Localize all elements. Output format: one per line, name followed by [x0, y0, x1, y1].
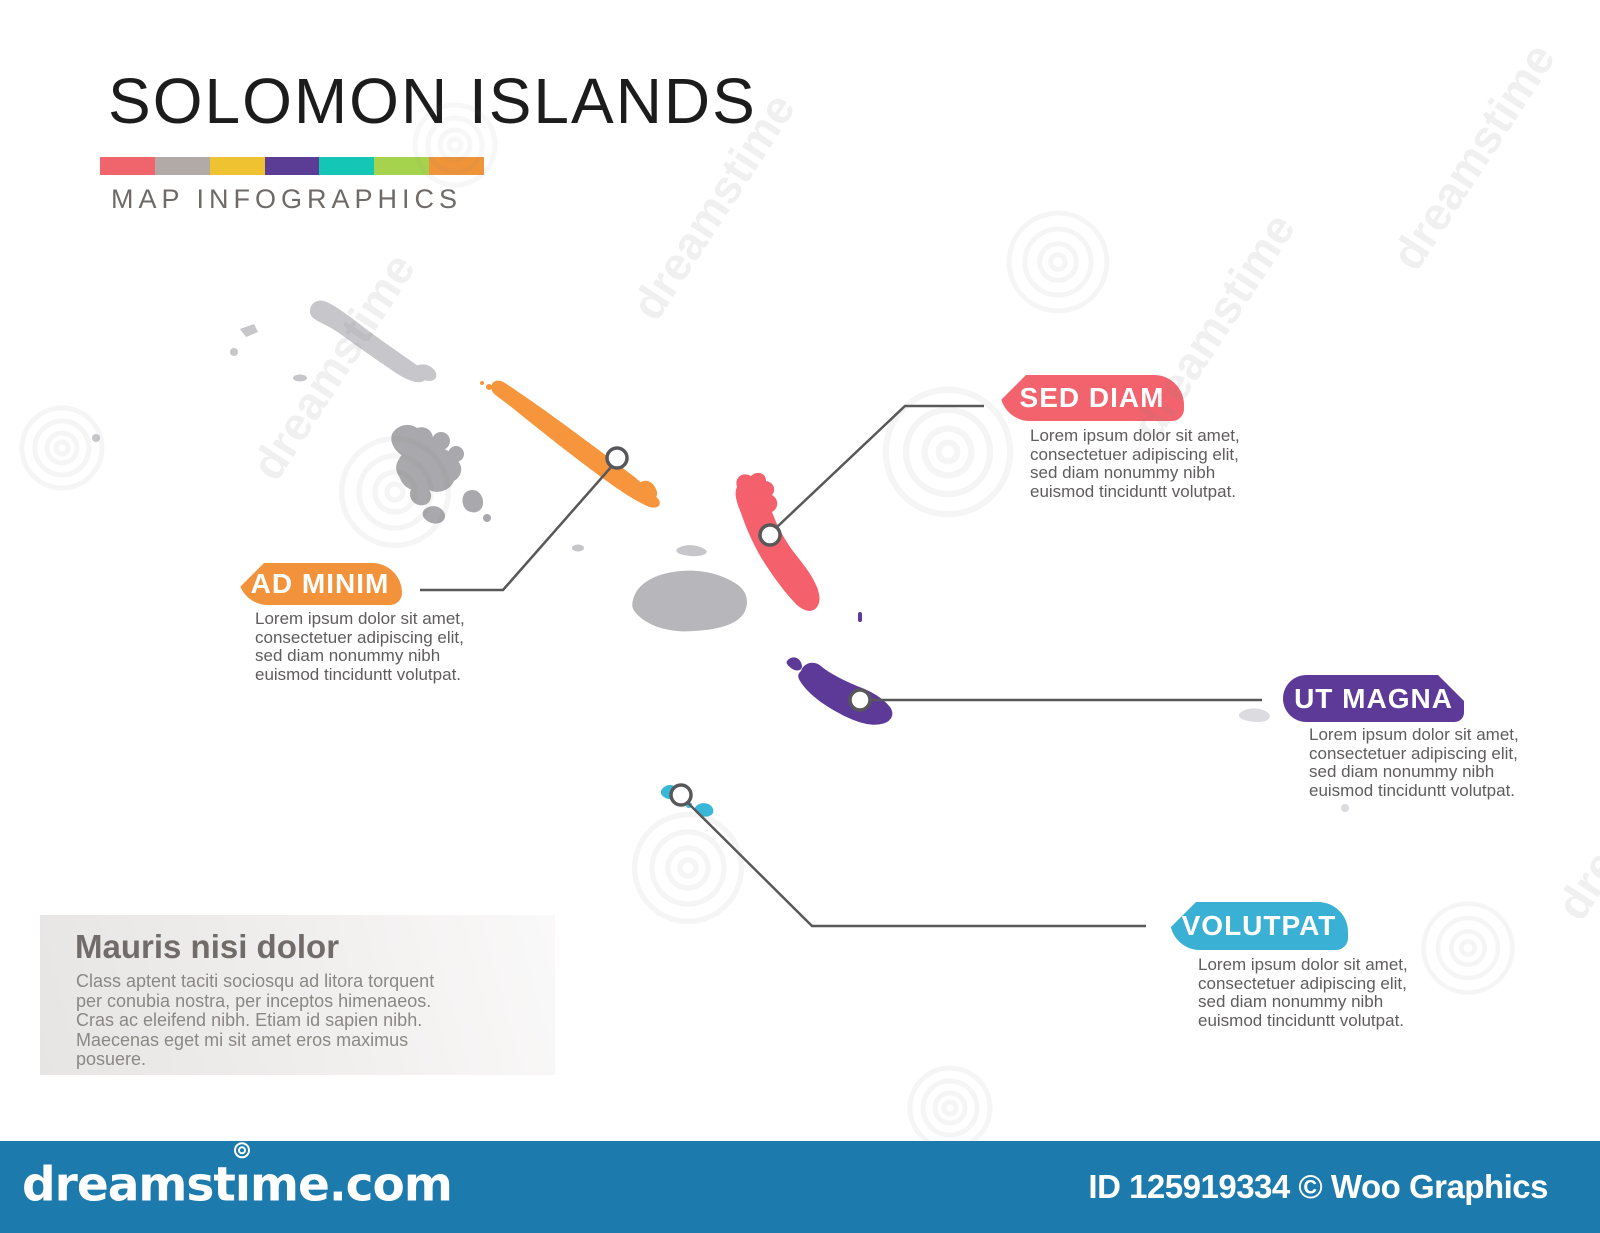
- page-title: SOLOMON ISLANDS: [108, 65, 757, 137]
- palette-swatch: [319, 157, 375, 175]
- callout-body-ut-magna: Lorem ipsum dolor sit amet, consectetuer…: [1309, 725, 1519, 800]
- purple-island-marker: [848, 688, 872, 712]
- note-heading: Mauris nisi dolor: [75, 928, 340, 965]
- logo-text-right: me.com: [249, 1157, 453, 1213]
- callout-label-sed-diam: SED DIAM: [1000, 375, 1184, 421]
- callout-lines: [420, 404, 1262, 928]
- orange-island: [480, 380, 660, 508]
- callout-label-ad-minim: AD MINIM: [238, 563, 402, 605]
- note-body: Class aptent taciti sociosqu ad litora t…: [76, 971, 435, 1069]
- palette-swatch: [154, 157, 210, 175]
- callout-body-sed-diam: Lorem ipsum dolor sit amet, consectetuer…: [1030, 426, 1240, 501]
- island-group-light: [92, 300, 707, 557]
- callout-label-volutpat: VOLUTPAT: [1170, 902, 1348, 950]
- palette-swatch: [374, 157, 430, 175]
- logo-i: ı: [234, 1142, 251, 1212]
- palette-swatch: [264, 157, 320, 175]
- island-group-mid: [632, 570, 747, 632]
- callout-label-ut-magna: UT MAGNA: [1283, 675, 1464, 722]
- ad-minim-connector-line: [420, 465, 613, 592]
- color-palette-bar: [100, 157, 485, 175]
- logo-text-left: dreamst: [22, 1157, 236, 1213]
- footer-credit: ID 125919334 © Woo Graphics: [1088, 1168, 1548, 1205]
- note-panel: [40, 915, 555, 1075]
- callout-body-volutpat: Lorem ipsum dolor sit amet, consectetuer…: [1198, 955, 1408, 1030]
- island-group-dark: [391, 424, 491, 524]
- palette-swatch: [429, 157, 485, 175]
- red-island-marker: [758, 523, 782, 547]
- page-subtitle: MAP INFOGRAPHICS: [111, 184, 463, 214]
- orange-island-marker: [605, 446, 629, 470]
- purple-island: [786, 612, 893, 725]
- callout-body-ad-minim: Lorem ipsum dolor sit amet, consectetuer…: [255, 609, 465, 684]
- footer-bar: dreamst ıme.com ID 125919334 © Woo Graphi…: [0, 1141, 1600, 1233]
- map-markers: [605, 446, 872, 807]
- teal-island-marker: [669, 783, 693, 807]
- volutpat-connector-line: [687, 802, 1146, 928]
- palette-swatch: [100, 157, 155, 175]
- dreamstime-logo: dreamst ıme.com: [22, 1142, 453, 1213]
- sed-diam-connector-line: [776, 404, 984, 528]
- island-group-faint: [1238, 708, 1349, 812]
- logo-spiral-icon: [234, 1142, 251, 1159]
- palette-swatch: [209, 157, 265, 175]
